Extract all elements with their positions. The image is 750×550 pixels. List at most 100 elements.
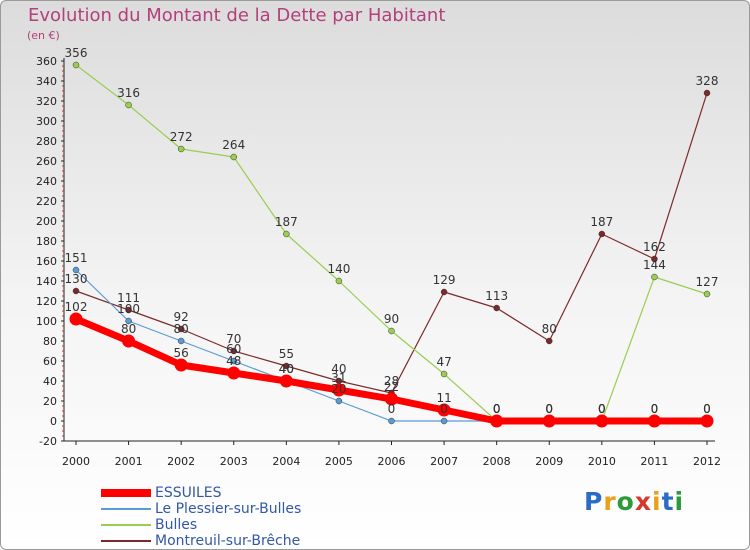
proxiti-logo-text: Proxiti [584, 487, 684, 516]
data-label-bulles: 187 [275, 215, 298, 229]
line-chart: -200204060801001201401601802002202402602… [36, 46, 721, 468]
series-layer [69, 61, 714, 428]
data-label-montreuil-sur-breche: 80 [542, 322, 557, 336]
data-point-montreuil-sur-breche [598, 230, 606, 238]
data-label-bulles: 264 [222, 138, 245, 152]
data-labels-layer: 1301119270554028129113801871623283563162… [65, 46, 719, 416]
data-label-montreuil-sur-breche: 162 [643, 240, 666, 254]
data-label-essuiles: 80 [121, 322, 136, 336]
data-point-montreuil-sur-breche [440, 288, 448, 296]
data-label-le-plessier-sur-bulles: 100 [117, 302, 140, 316]
data-point-le-plessier-sur-bulles [125, 317, 132, 325]
data-point-essuiles [69, 312, 83, 326]
legend-label-bulles: Bulles [155, 517, 198, 533]
y-tick-label: 120 [36, 295, 57, 308]
unit-label: (en €) [27, 29, 60, 42]
data-label-essuiles: 48 [226, 354, 241, 368]
data-point-bulles [335, 277, 343, 285]
proxiti-logo: Proxiti [584, 487, 684, 516]
data-point-bulles [651, 273, 658, 281]
data-point-montreuil-sur-breche [546, 337, 553, 345]
legend-label-le-plessier: Le Plessier-sur-Bulles [155, 501, 302, 517]
data-point-le-plessier-sur-bulles [388, 417, 395, 425]
data-point-montreuil-sur-breche [283, 362, 290, 370]
data-label-montreuil-sur-breche: 129 [433, 273, 456, 287]
legend-swatch-essuiles [101, 489, 151, 497]
data-point-le-plessier-sur-bulles [230, 357, 237, 365]
legend-swatch-le-plessier [101, 508, 151, 510]
data-label-le-plessier-sur-bulles: 80 [174, 322, 189, 336]
data-point-essuiles [700, 414, 714, 428]
y-tick-label: 280 [36, 135, 57, 148]
y-tick-label: 60 [43, 355, 57, 368]
data-point-essuiles [122, 334, 136, 348]
data-label-essuiles: 0 [651, 402, 659, 416]
axes: -200204060801001201401601802002202402602… [36, 55, 721, 468]
data-label-bulles: 127 [696, 275, 719, 289]
data-point-montreuil-sur-breche [493, 304, 500, 312]
x-tick-label: 2010 [588, 455, 616, 468]
data-label-bulles: 0 [545, 402, 553, 416]
data-label-essuiles: 0 [598, 402, 606, 416]
data-label-le-plessier-sur-bulles: 0 [440, 402, 448, 416]
data-point-essuiles [595, 414, 609, 428]
data-label-le-plessier-sur-bulles: 60 [226, 342, 241, 356]
data-label-bulles: 90 [384, 312, 399, 326]
y-tick-label: 160 [36, 255, 57, 268]
data-label-le-plessier-sur-bulles: 40 [279, 362, 294, 376]
data-point-montreuil-sur-breche [177, 325, 185, 333]
data-label-essuiles: 0 [545, 402, 553, 416]
y-tick-label: 200 [36, 215, 57, 228]
data-label-montreuil-sur-breche: 328 [696, 74, 719, 88]
y-tick-label: 320 [36, 95, 57, 108]
data-label-bulles: 144 [643, 258, 666, 272]
data-point-essuiles [332, 383, 346, 397]
y-tick-label: 360 [36, 55, 57, 68]
y-tick-label: 240 [36, 175, 57, 188]
data-label-essuiles: 102 [65, 300, 88, 314]
data-label-bulles: 316 [117, 86, 140, 100]
y-tick-label: 220 [36, 195, 57, 208]
x-tick-label: 2002 [167, 455, 195, 468]
chart-title: Evolution du Montant de la Dette par Hab… [28, 5, 446, 26]
data-label-bulles: 47 [436, 355, 451, 369]
y-tick-label: 100 [36, 315, 57, 328]
y-tick-label: 140 [36, 275, 57, 288]
legend-item-le-plessier: Le Plessier-sur-Bulles [101, 501, 401, 517]
data-label-essuiles: 0 [703, 402, 711, 416]
data-label-bulles: 0 [598, 402, 606, 416]
data-label-essuiles: 40 [279, 362, 294, 376]
data-point-essuiles [385, 392, 398, 406]
data-label-le-plessier-sur-bulles: 151 [65, 251, 88, 265]
y-tick-label: 180 [36, 235, 57, 248]
data-label-montreuil-sur-breche: 92 [174, 310, 189, 324]
legend-item-montreuil: Montreuil-sur-Brêche [101, 533, 401, 549]
data-point-bulles [230, 153, 237, 161]
series-line-bulles [75, 64, 708, 422]
data-point-essuiles [542, 414, 556, 428]
logo-letter: o [616, 487, 635, 516]
data-label-bulles: 356 [65, 46, 88, 60]
y-tick-label: 0 [50, 415, 57, 428]
y-tick-label: 300 [36, 115, 57, 128]
x-tick-label: 2001 [115, 455, 143, 468]
data-point-essuiles [279, 374, 293, 388]
legend-label-montreuil: Montreuil-sur-Brêche [155, 533, 301, 549]
y-tick-label: 80 [43, 335, 57, 348]
y-tick-label: 260 [36, 155, 57, 168]
data-point-bulles [388, 327, 395, 335]
data-point-montreuil-sur-breche [651, 255, 658, 263]
logo-letter: P [584, 487, 604, 516]
data-point-bulles [440, 370, 448, 378]
data-point-montreuil-sur-breche [230, 347, 237, 355]
data-label-montreuil-sur-breche: 55 [279, 347, 294, 361]
x-tick-label: 2003 [220, 455, 248, 468]
data-label-essuiles: 0 [493, 402, 501, 416]
legend-item-bulles: Bulles [101, 517, 401, 533]
data-label-le-plessier-sur-bulles: 0 [388, 402, 396, 416]
x-tick-label: 2007 [430, 455, 458, 468]
data-point-essuiles [647, 414, 661, 428]
x-tick-label: 2006 [378, 455, 406, 468]
data-point-le-plessier-sur-bulles [440, 417, 448, 425]
